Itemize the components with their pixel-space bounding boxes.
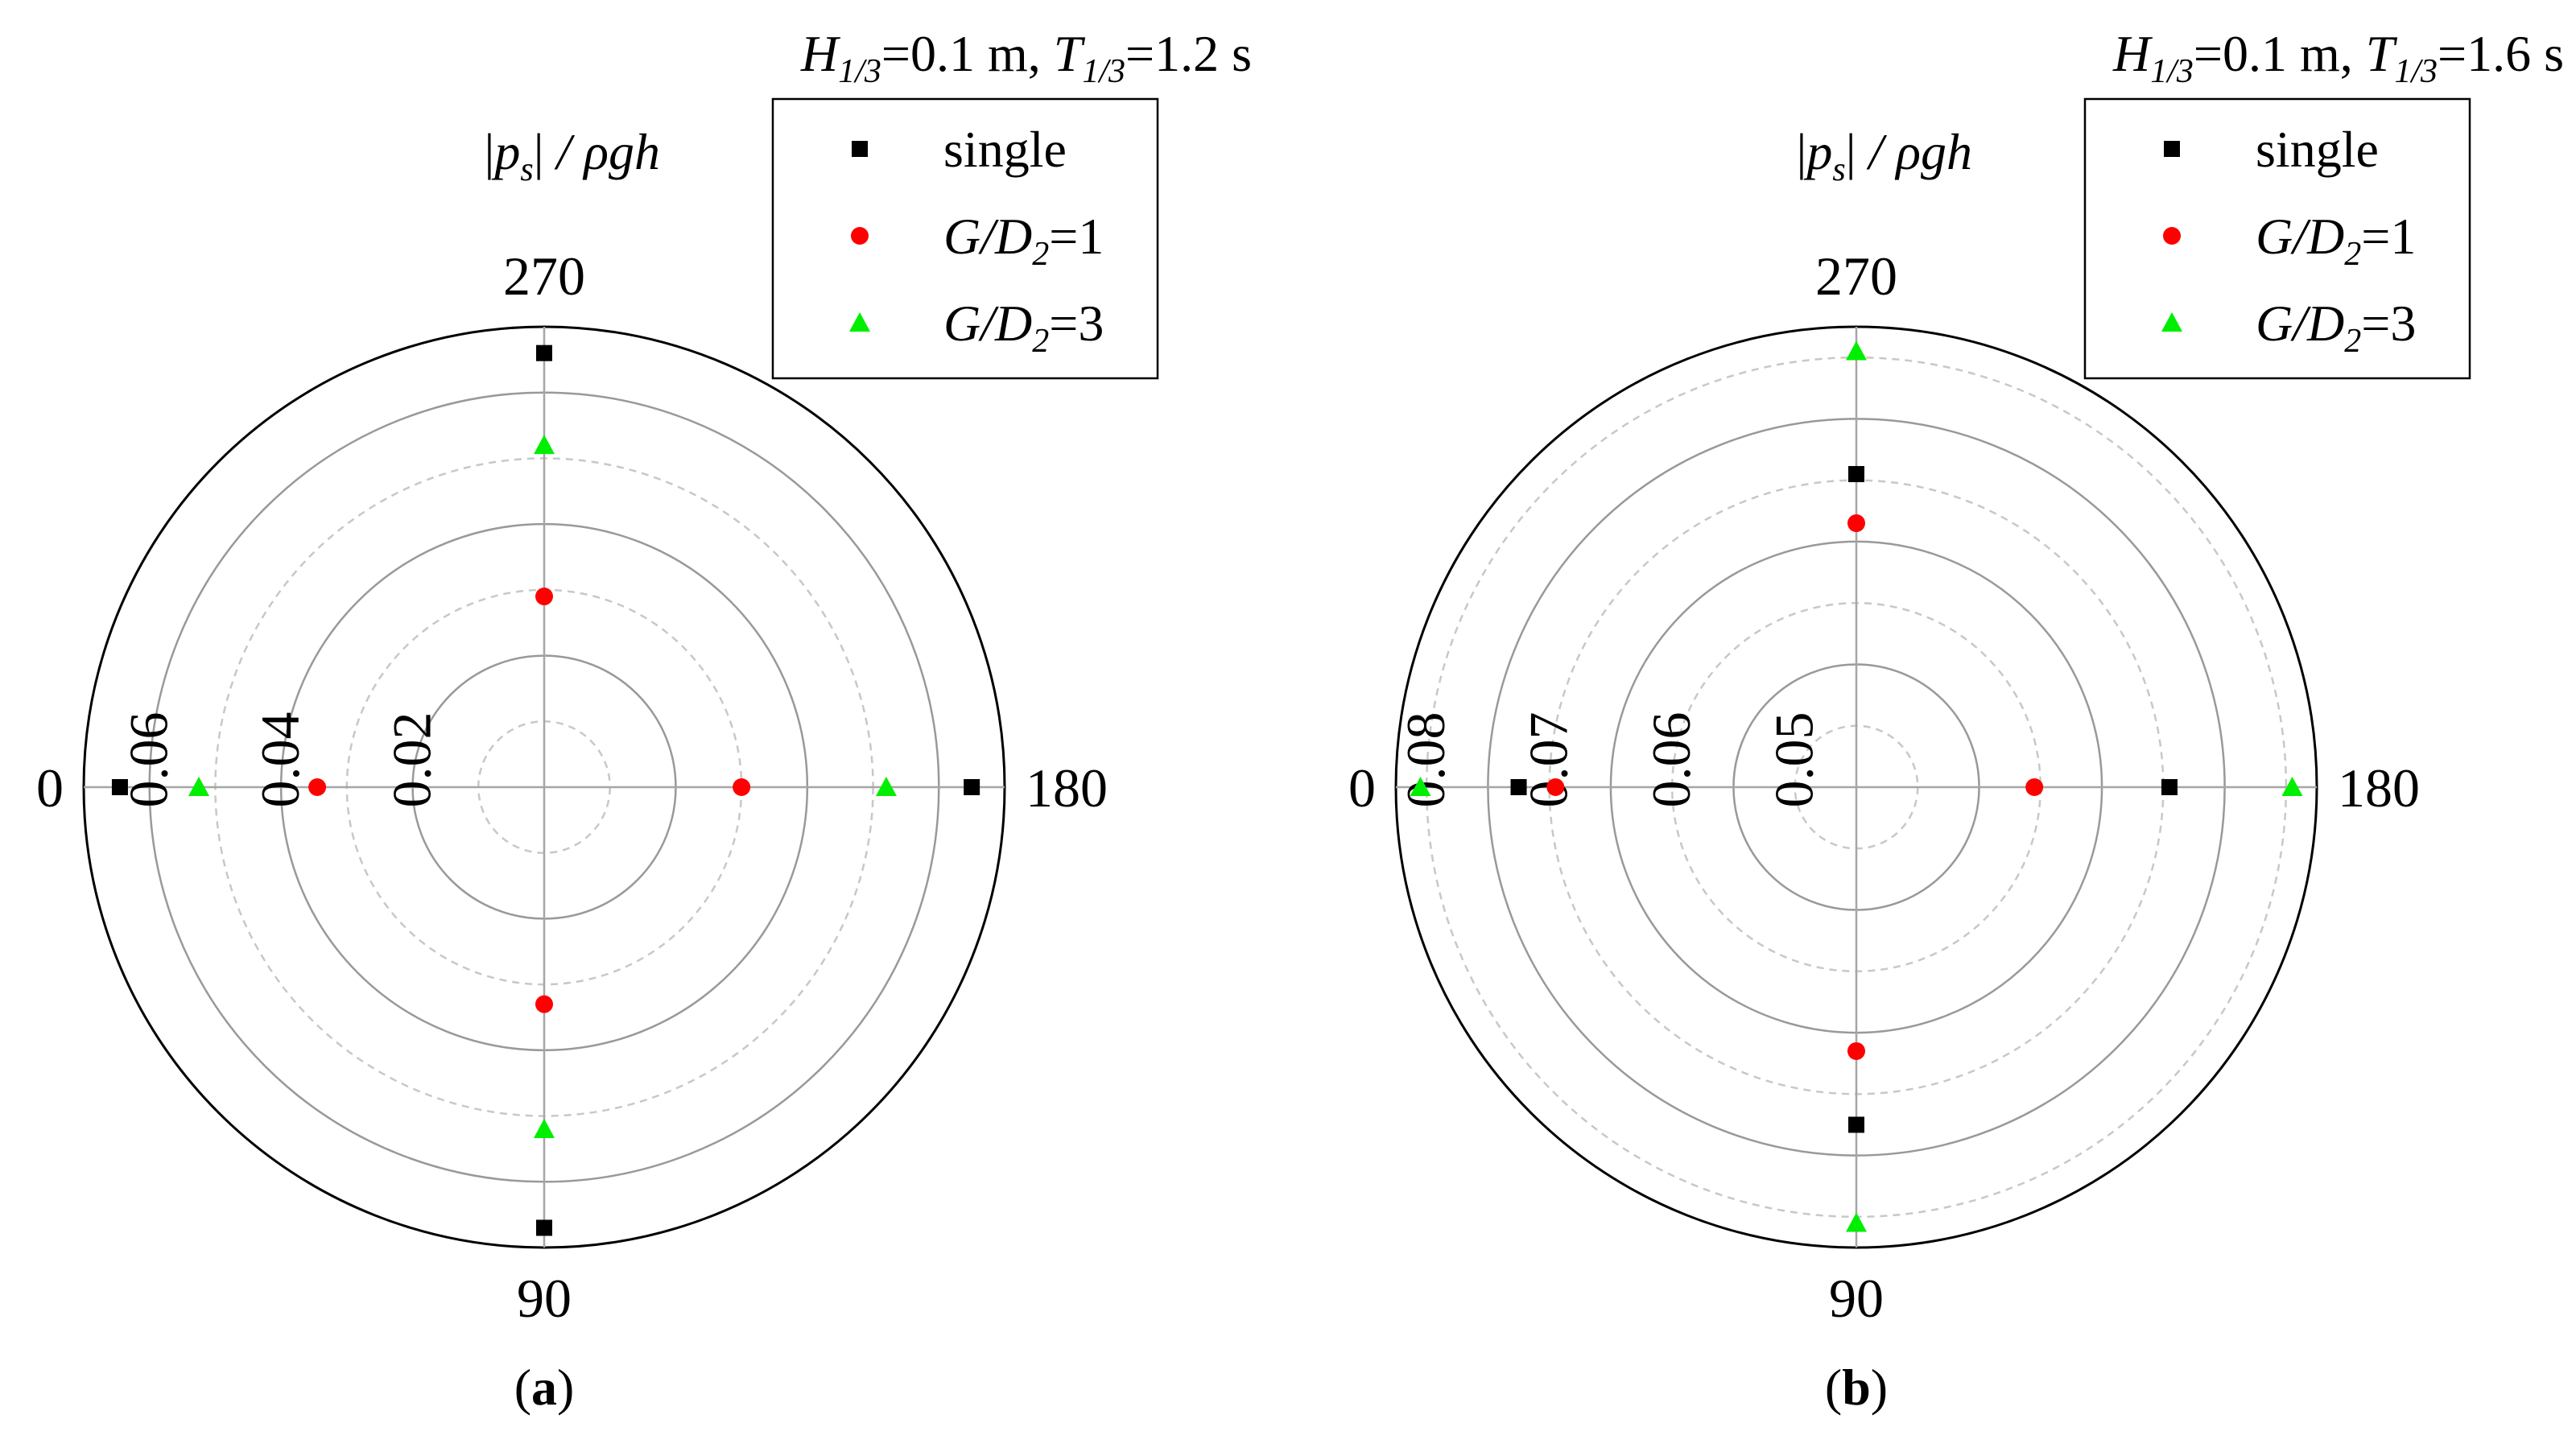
data-point-gd1: [308, 778, 327, 796]
data-point-single: [1848, 466, 1864, 483]
panel-label: (a): [514, 1359, 575, 1416]
angle-label: 90: [1829, 1268, 1884, 1329]
legend-marker-gd3: [2161, 312, 2182, 332]
radial-tick-label: 0.02: [382, 712, 443, 808]
data-point-gd3: [2281, 777, 2303, 797]
data-point-single: [1848, 1116, 1864, 1133]
legend-marker-single: [852, 141, 868, 157]
legend-marker-single: [2164, 141, 2180, 157]
data-point-gd3: [188, 777, 209, 797]
legend-marker-gd1: [851, 227, 869, 245]
data-point-gd3: [1410, 777, 1431, 797]
data-point-gd3: [1846, 1212, 1867, 1232]
condition-title: H1/3=0.1 m, T1/3=1.6 s: [2112, 25, 2564, 90]
panel-label: (b): [1825, 1359, 1888, 1416]
angle-label: 270: [1815, 245, 1897, 307]
data-point-single: [1510, 779, 1527, 795]
data-point-single: [111, 779, 128, 795]
legend-box: [2083, 97, 2471, 380]
data-point-single: [536, 1219, 552, 1236]
data-point-gd3: [875, 777, 897, 797]
radial-tick-label: 0.04: [250, 712, 311, 808]
radial-tick-label: 0.06: [118, 712, 180, 808]
legend-label: single: [2256, 121, 2379, 178]
data-point-gd1: [2025, 778, 2044, 796]
data-point-gd1: [1847, 1041, 1865, 1060]
legend-label: G/D2=1: [2256, 208, 2416, 273]
angle-label: 180: [2338, 757, 2420, 819]
angle-label: 180: [1026, 757, 1108, 819]
angle-label: 270: [503, 245, 585, 307]
data-point-gd1: [535, 995, 553, 1013]
polar-chart-a: 0.02 0.04 0.06 0 90 180 270 H1/3=0.1 m, T1/3=1.…: [36, 25, 1252, 1416]
angle-label: 0: [1348, 757, 1376, 819]
angle-label: 0: [36, 757, 64, 819]
angle-label: 90: [517, 1268, 572, 1329]
radial-tick-label: 0.05: [1764, 712, 1825, 808]
legend-label: G/D2=3: [943, 295, 1104, 360]
data-point-gd3: [534, 435, 555, 455]
data-point-gd3: [1846, 340, 1867, 361]
data-point-single: [964, 779, 980, 795]
data-point-gd1: [1546, 778, 1565, 796]
condition-title: H1/3=0.1 m, T1/3=1.2 s: [800, 25, 1252, 90]
radial-axis-label: |ps| / ρgh: [485, 123, 660, 188]
radial-axis-label: |ps| / ρgh: [1797, 123, 1972, 188]
radial-tick-label: 0.07: [1518, 712, 1579, 807]
data-point-gd1: [1847, 514, 1865, 533]
data-point-single: [536, 344, 552, 361]
data-point-single: [2161, 779, 2178, 795]
data-point-gd1: [535, 588, 553, 606]
data-point-gd3: [534, 1118, 555, 1138]
legend-label: single: [943, 121, 1067, 178]
legend-label: G/D2=3: [2256, 295, 2416, 360]
legend-box: [771, 97, 1159, 380]
legend-marker-gd1: [2163, 227, 2181, 245]
legend-label: G/D2=1: [943, 208, 1104, 273]
legend-marker-gd3: [849, 312, 870, 332]
legend: single G/D2=1 G/D2=3: [771, 97, 1159, 380]
legend: single G/D2=1 G/D2=3: [2083, 97, 2471, 380]
radial-tick-label: 0.06: [1641, 712, 1702, 808]
data-point-gd1: [733, 778, 751, 796]
